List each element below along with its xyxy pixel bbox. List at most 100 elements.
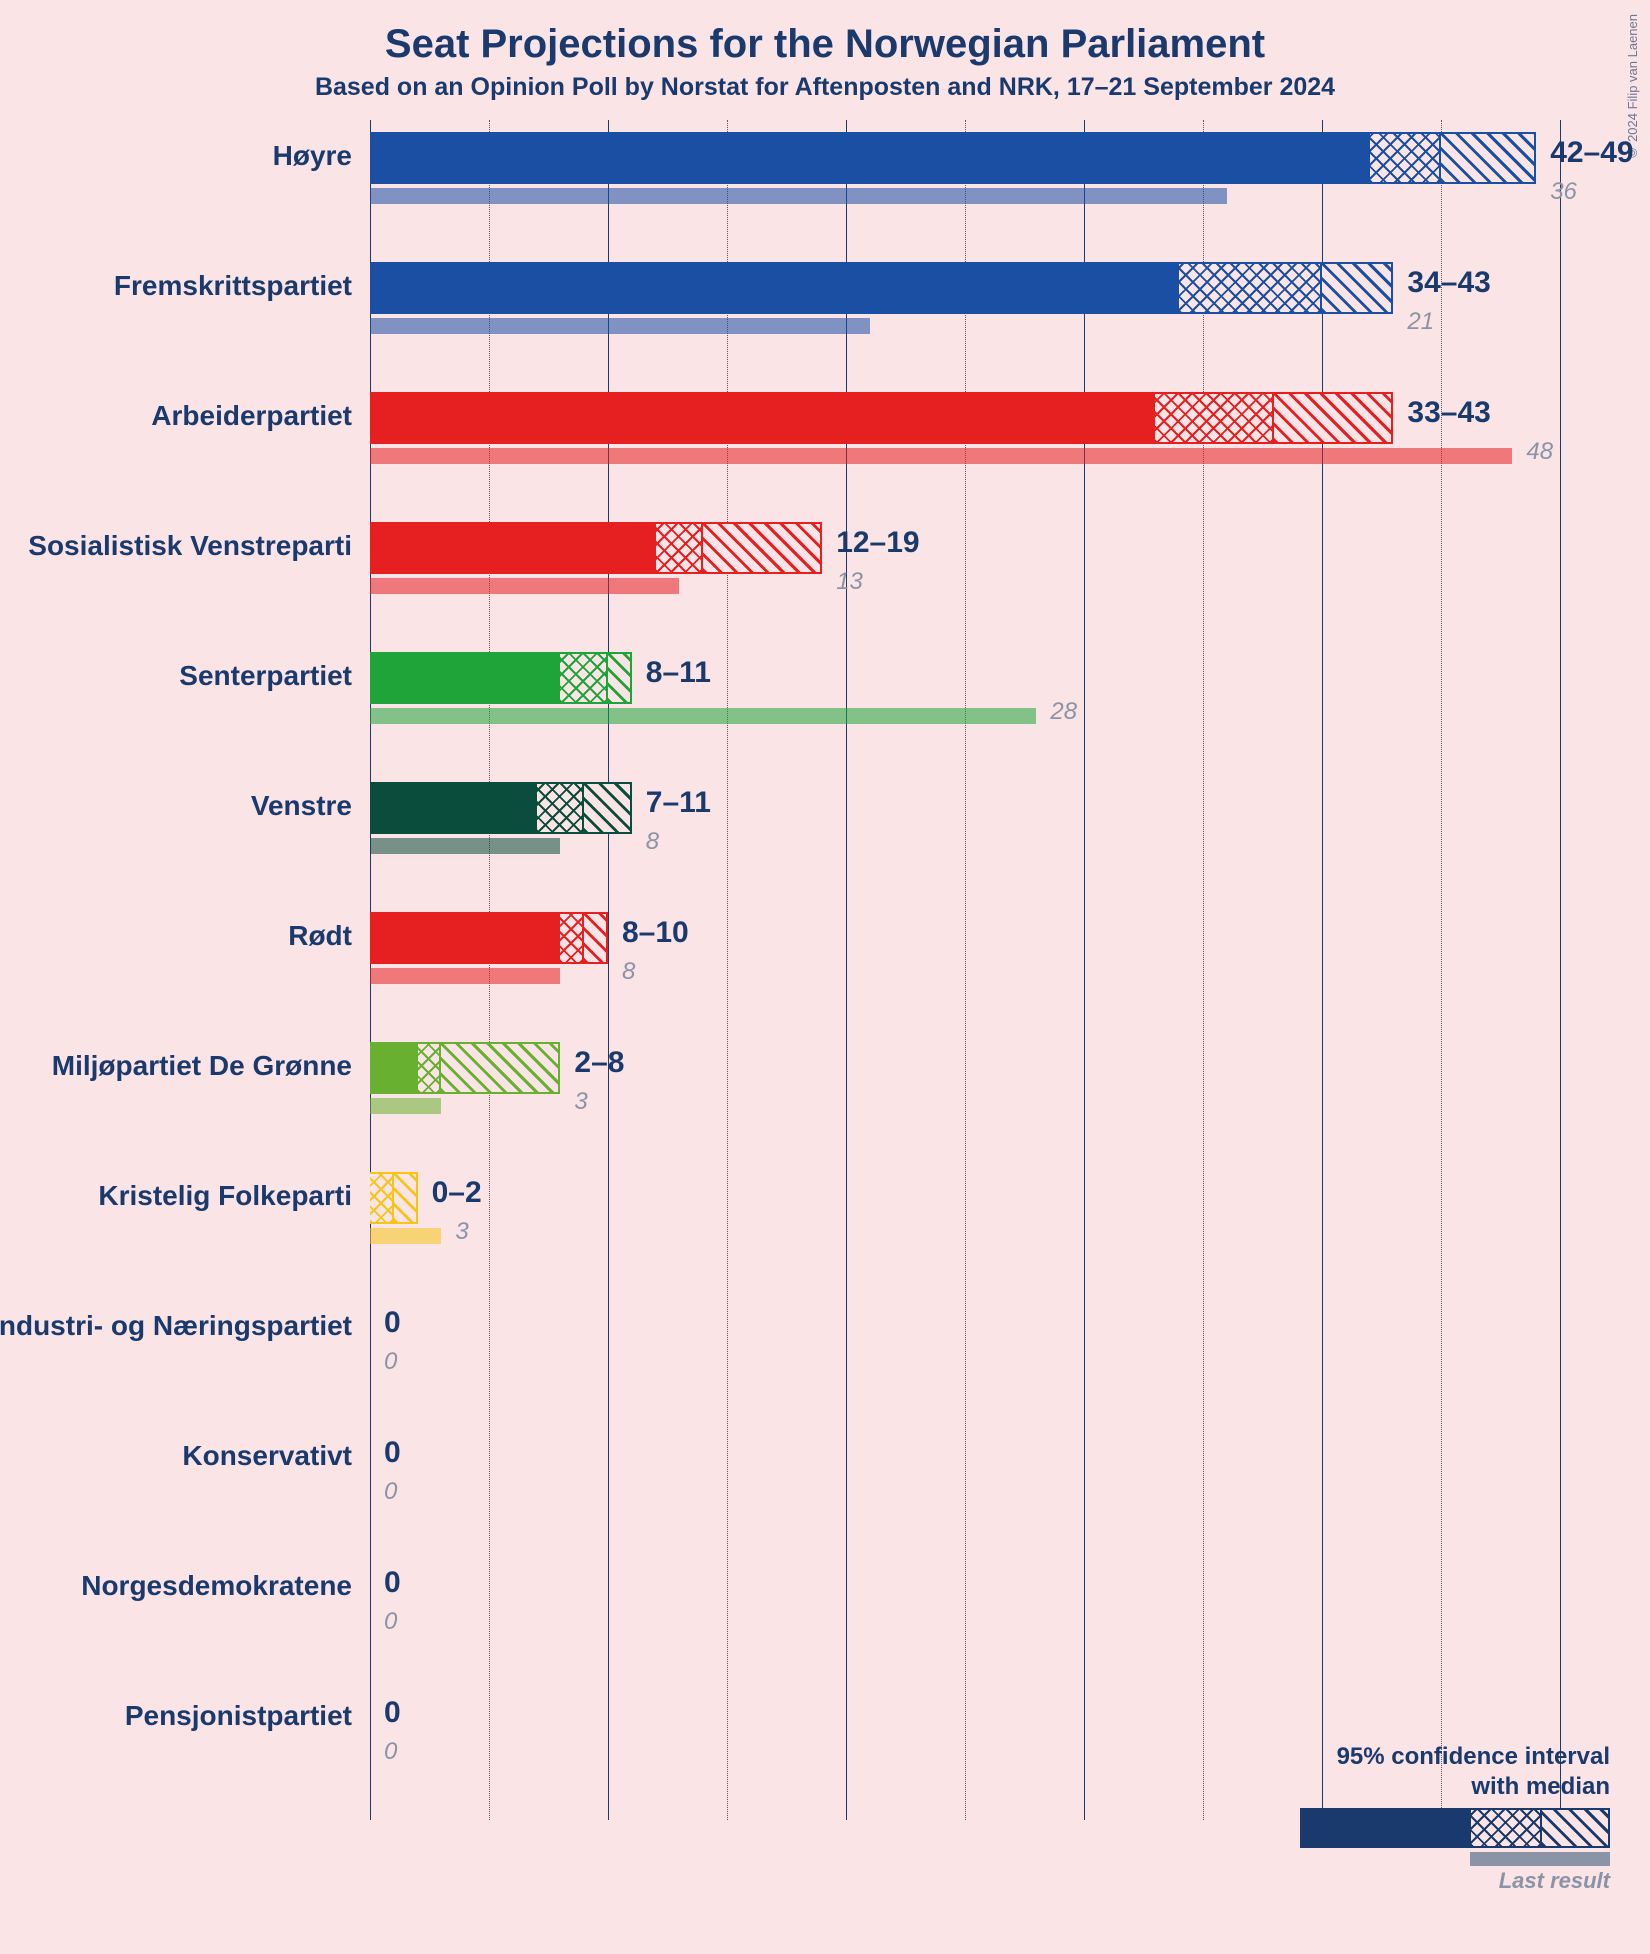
party-label: Senterpartiet: [179, 660, 370, 692]
bar-solid: [370, 392, 1155, 444]
ci-bar: [370, 782, 632, 834]
bar-solid: [370, 1042, 418, 1094]
last-result-bar: [370, 1098, 441, 1114]
bar-solid: [370, 262, 1179, 314]
legend-last-bar: [1470, 1852, 1610, 1866]
party-label: Miljøpartiet De Grønne: [52, 1050, 370, 1082]
party-label: Sosialistisk Venstreparti: [28, 530, 370, 562]
last-label: 3: [455, 1218, 468, 1246]
bar-crosshatch: [1471, 1808, 1542, 1848]
range-label: 8–11: [646, 656, 711, 690]
bar-solid: [1300, 1808, 1471, 1848]
party-label: Konservativt: [182, 1440, 370, 1472]
ci-bar: [370, 392, 1393, 444]
last-label: 8: [622, 958, 635, 986]
range-label: 7–11: [646, 786, 711, 820]
range-label: 0: [384, 1566, 401, 1600]
range-label: 33–43: [1407, 396, 1490, 430]
ci-bar: [370, 912, 608, 964]
party-row: Industri- og Næringspartiet00: [370, 1302, 1560, 1412]
last-label: 0: [384, 1478, 397, 1506]
last-label: 0: [384, 1608, 397, 1636]
bar-crosshatch: [1155, 392, 1274, 444]
range-label: 0: [384, 1696, 401, 1730]
party-row: Høyre42–4936: [370, 132, 1560, 242]
bar-hatch: [584, 782, 632, 834]
bar-crosshatch: [1179, 262, 1322, 314]
last-result-bar: [370, 188, 1227, 204]
party-row: Kristelig Folkeparti0–23: [370, 1172, 1560, 1282]
range-label: 2–8: [574, 1046, 624, 1080]
party-label: Pensjonistpartiet: [125, 1700, 370, 1732]
ci-bar: [370, 132, 1536, 184]
bar-solid: [370, 652, 560, 704]
chart-area: Høyre42–4936Fremskrittspartiet34–4321Arb…: [370, 120, 1560, 1820]
party-label: Norgesdemokratene: [81, 1570, 370, 1602]
ci-bar: [370, 652, 632, 704]
party-label: Industri- og Næringspartiet: [0, 1310, 370, 1342]
party-label: Høyre: [273, 140, 370, 172]
party-row: Rødt8–108: [370, 912, 1560, 1022]
bar-solid: [370, 522, 656, 574]
bar-crosshatch: [370, 1172, 394, 1224]
ci-bar: [370, 522, 822, 574]
range-label: 0: [384, 1436, 401, 1470]
party-row: Venstre7–118: [370, 782, 1560, 892]
party-row: Konservativt00: [370, 1432, 1560, 1542]
bar-hatch: [608, 652, 632, 704]
bar-crosshatch: [656, 522, 704, 574]
range-label: 8–10: [622, 916, 689, 950]
ci-bar: [370, 262, 1393, 314]
bar-hatch: [1542, 1808, 1610, 1848]
party-label: Venstre: [251, 790, 370, 822]
last-label: 28: [1050, 698, 1077, 726]
range-label: 12–19: [836, 526, 919, 560]
bar-solid: [370, 782, 537, 834]
last-label: 48: [1526, 438, 1553, 466]
bar-hatch: [1274, 392, 1393, 444]
bar-crosshatch: [418, 1042, 442, 1094]
legend: 95% confidence intervalwith median Last …: [1300, 1742, 1610, 1894]
last-label: 13: [836, 568, 863, 596]
bar-hatch: [1322, 262, 1393, 314]
range-label: 34–43: [1407, 266, 1490, 300]
chart-subtitle: Based on an Opinion Poll by Norstat for …: [0, 67, 1650, 120]
party-label: Kristelig Folkeparti: [98, 1180, 370, 1212]
last-label: 3: [574, 1088, 587, 1116]
last-result-bar: [370, 708, 1036, 724]
bar-hatch: [394, 1172, 418, 1224]
ci-bar: [370, 1172, 418, 1224]
bar-crosshatch: [537, 782, 585, 834]
last-result-bar: [370, 838, 560, 854]
last-result-bar: [370, 448, 1512, 464]
bar-crosshatch: [560, 652, 608, 704]
last-label: 36: [1550, 178, 1577, 206]
bar-hatch: [584, 912, 608, 964]
range-label: 42–49: [1550, 136, 1633, 170]
party-label: Arbeiderpartiet: [151, 400, 370, 432]
legend-last-text: Last result: [1300, 1868, 1610, 1894]
party-row: Fremskrittspartiet34–4321: [370, 262, 1560, 372]
bar-solid: [370, 912, 560, 964]
party-row: Miljøpartiet De Grønne2–83: [370, 1042, 1560, 1152]
bar-crosshatch: [560, 912, 584, 964]
party-label: Fremskrittspartiet: [114, 270, 370, 302]
bar-hatch: [1441, 132, 1536, 184]
gridline-major: [1560, 120, 1561, 1820]
last-label: 21: [1407, 308, 1434, 336]
party-row: Norgesdemokratene00: [370, 1562, 1560, 1672]
chart-title: Seat Projections for the Norwegian Parli…: [0, 0, 1650, 67]
range-label: 0: [384, 1306, 401, 1340]
legend-title: 95% confidence intervalwith median: [1300, 1742, 1610, 1802]
last-result-bar: [370, 578, 679, 594]
last-label: 0: [384, 1738, 397, 1766]
range-label: 0–2: [432, 1176, 482, 1210]
last-result-bar: [370, 318, 870, 334]
ci-bar: [370, 1042, 560, 1094]
last-label: 0: [384, 1348, 397, 1376]
last-result-bar: [370, 968, 560, 984]
bar-solid: [370, 132, 1370, 184]
bar-crosshatch: [1370, 132, 1441, 184]
party-row: Arbeiderpartiet33–4348: [370, 392, 1560, 502]
last-label: 8: [646, 828, 659, 856]
